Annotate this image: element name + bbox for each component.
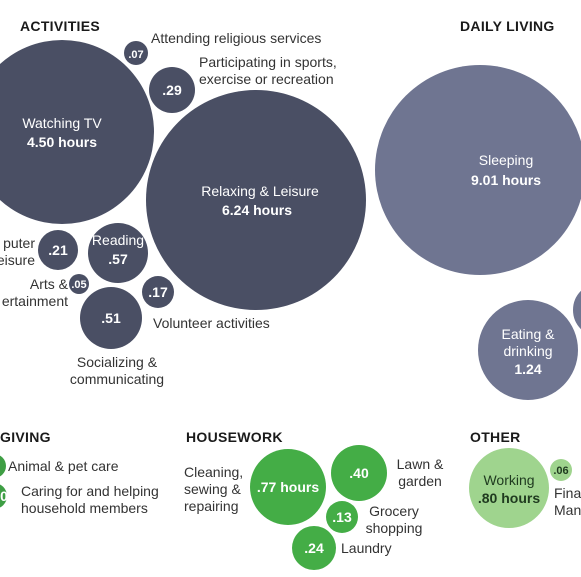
bubble-callout-participating-in-sports-exercise-or-recreation: exercise or recreation <box>199 71 334 87</box>
bubble-partial-daily-living <box>571 288 581 332</box>
bubble-callout-attending-religious-services: Attending religious services <box>151 30 321 46</box>
bubble-callout-puter-eisure: puter <box>3 235 35 251</box>
bubble-callout-cleaning-sewing-repairing: Cleaning, <box>184 464 243 480</box>
section-title-activities: ACTIVITIES <box>20 18 100 34</box>
bubble-socializing-communicating <box>80 287 142 349</box>
bubble-value-laundry: .24 <box>304 540 324 556</box>
bubble-value-relaxing-leisure: 6.24 hours <box>222 202 292 218</box>
section-title-other: OTHER <box>470 429 521 445</box>
bubble-callout-socializing-communicating: communicating <box>70 371 164 387</box>
bubble-caring-for-and-helping-household-members <box>0 484 7 508</box>
bubble-value-grocery-shopping: .13 <box>332 509 352 525</box>
bubble-puter-eisure <box>38 230 78 270</box>
bubble-grocery-shopping <box>326 501 358 533</box>
bubble-label-reading: Reading <box>92 232 144 248</box>
bubble-value-eating-drinking: 1.24 <box>514 361 541 377</box>
bubble-callout-cleaning-sewing-repairing: repairing <box>184 498 238 514</box>
bubble-callout-grocery-shopping: shopping <box>366 520 423 536</box>
bubble-label-watching-tv: Watching TV <box>22 115 102 131</box>
bubble-cleaning-sewing-repairing <box>250 449 326 525</box>
bubble-arts-ertainment <box>69 274 89 294</box>
bubble-value-working: .80 hours <box>478 490 540 506</box>
bubble-callout-participating-in-sports-exercise-or-recreation: Participating in sports, <box>199 54 337 70</box>
bubble-watching-tv <box>0 40 154 224</box>
bubble-callout-caring-for-and-helping-household-members: household members <box>21 500 148 516</box>
bubble-volunteer-activities <box>142 276 174 308</box>
bubble-callout-arts-ertainment: ertainment <box>2 293 68 309</box>
bubble-callout-arts-ertainment: Arts & <box>30 276 69 292</box>
bubble-value-puter-eisure: .21 <box>48 242 68 258</box>
bubble-callout-animal-pet-care: Animal & pet care <box>8 458 119 474</box>
bubble-callout-fina-man: Man <box>554 502 581 518</box>
bubble-value-sleeping: 9.01 hours <box>471 172 541 188</box>
bubble-lawn-garden <box>331 445 387 501</box>
bubble-callout-cleaning-sewing-repairing: sewing & <box>184 481 241 497</box>
bubble-callout-lawn-garden: Lawn & <box>397 456 444 472</box>
bubble-callout-fina-man: Fina <box>554 485 581 501</box>
bubble-label-relaxing-leisure: Relaxing & Leisure <box>201 183 319 199</box>
bubble-animal-pet-care <box>0 455 6 477</box>
bubble-eating-drinking <box>478 300 578 400</box>
bubble-callout-grocery-shopping: Grocery <box>369 503 419 519</box>
bubble-value-fina-man: .06 <box>553 465 568 477</box>
bubble-sleeping <box>375 65 581 275</box>
section-title-caregiving: GIVING <box>0 429 51 445</box>
bubble-callout-socializing-communicating: Socializing & <box>77 354 158 370</box>
bubble-label-eating-drinking: Eating & <box>502 326 556 342</box>
bubble-laundry <box>292 526 336 570</box>
bubble-label-working: Working <box>483 472 534 488</box>
bubble-value-volunteer-activities: .17 <box>148 284 168 300</box>
bubble-participating-in-sports-exercise-or-recreation <box>149 67 195 113</box>
bubble-value-watching-tv: 4.50 hours <box>27 134 97 150</box>
bubble-label-eating-drinking: drinking <box>503 343 552 359</box>
bubble-attending-religious-services <box>124 41 148 65</box>
bubble-value-participating-in-sports-exercise-or-recreation: .29 <box>162 82 182 98</box>
bubble-fina-man <box>550 459 572 481</box>
bubble-working <box>469 448 549 528</box>
bubble-callout-caring-for-and-helping-household-members: Caring for and helping <box>21 483 159 499</box>
bubble-relaxing-leisure <box>146 90 366 310</box>
bubble-value-reading: .57 <box>108 251 128 267</box>
bubble-label-sleeping: Sleeping <box>479 152 534 168</box>
section-title-daily_living: DAILY LIVING <box>460 18 555 34</box>
bubble-reading <box>88 223 148 283</box>
bubble-callout-volunteer-activities: Volunteer activities <box>153 315 270 331</box>
bubble-value-caring-for-and-helping-household-members: 0 <box>0 488 8 504</box>
section-title-housework: HOUSEWORK <box>186 429 283 445</box>
bubble-callout-puter-eisure: eisure <box>0 252 35 268</box>
bubble-value-arts-ertainment: .05 <box>71 279 86 291</box>
bubble-value-cleaning-sewing-repairing: .77 hours <box>257 479 319 495</box>
bubble-callout-lawn-garden: garden <box>398 473 442 489</box>
bubble-value-lawn-garden: .40 <box>349 465 369 481</box>
bubble-value-attending-religious-services: .07 <box>128 49 143 61</box>
bubble-value-socializing-communicating: .51 <box>101 310 121 326</box>
bubble-callout-laundry: Laundry <box>341 540 392 556</box>
